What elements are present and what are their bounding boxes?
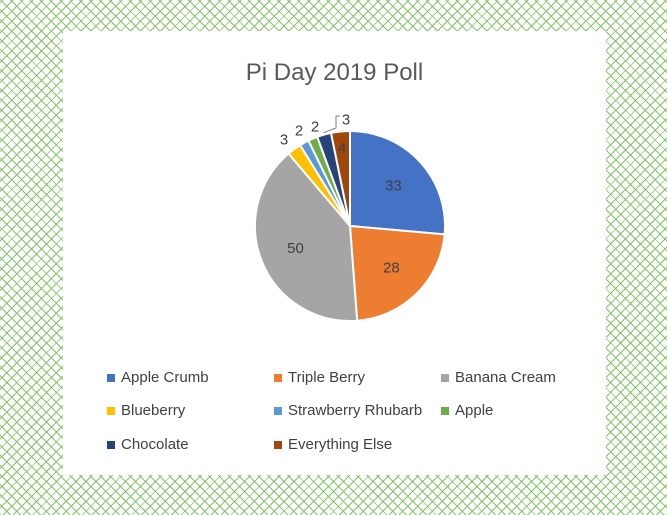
chart-area: Pi Day 2019 Poll 33285032234 Apple Crumb… bbox=[63, 31, 606, 475]
data-label-triple-berry: 28 bbox=[383, 259, 400, 276]
data-label-banana-cream: 50 bbox=[287, 240, 304, 257]
data-label-apple-crumb: 33 bbox=[385, 178, 402, 195]
data-label-blueberry: 3 bbox=[280, 132, 288, 149]
data-label-chocolate: 3 bbox=[342, 112, 350, 129]
data-label-strawberry-rhubarb: 2 bbox=[295, 123, 303, 140]
data-label-apple: 2 bbox=[311, 119, 319, 136]
leader-line-chocolate bbox=[324, 116, 340, 133]
data-label-everything-else: 4 bbox=[338, 140, 346, 157]
pie-chart: 33285032234 bbox=[63, 31, 606, 475]
